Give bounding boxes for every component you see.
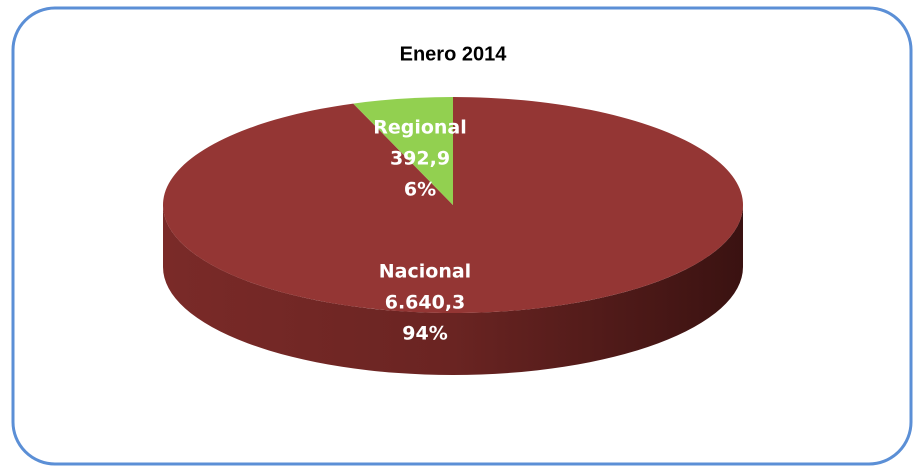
labels: Nacional 6.640,3 94% Regional 392,9 6%	[373, 117, 471, 345]
pie-slice	[162, 97, 743, 313]
value-label: 392,9	[390, 148, 450, 170]
pie-side	[163, 205, 743, 375]
chart-title: Enero 2014	[400, 43, 508, 65]
slice-label: Regional	[373, 117, 467, 139]
pie-slice	[353, 97, 453, 205]
value-label: 6.640,3	[385, 292, 466, 314]
pie	[162, 97, 743, 375]
percent-label: 6%	[404, 179, 436, 201]
percent-label: 94%	[402, 323, 447, 345]
slice-label: Nacional	[379, 261, 471, 283]
